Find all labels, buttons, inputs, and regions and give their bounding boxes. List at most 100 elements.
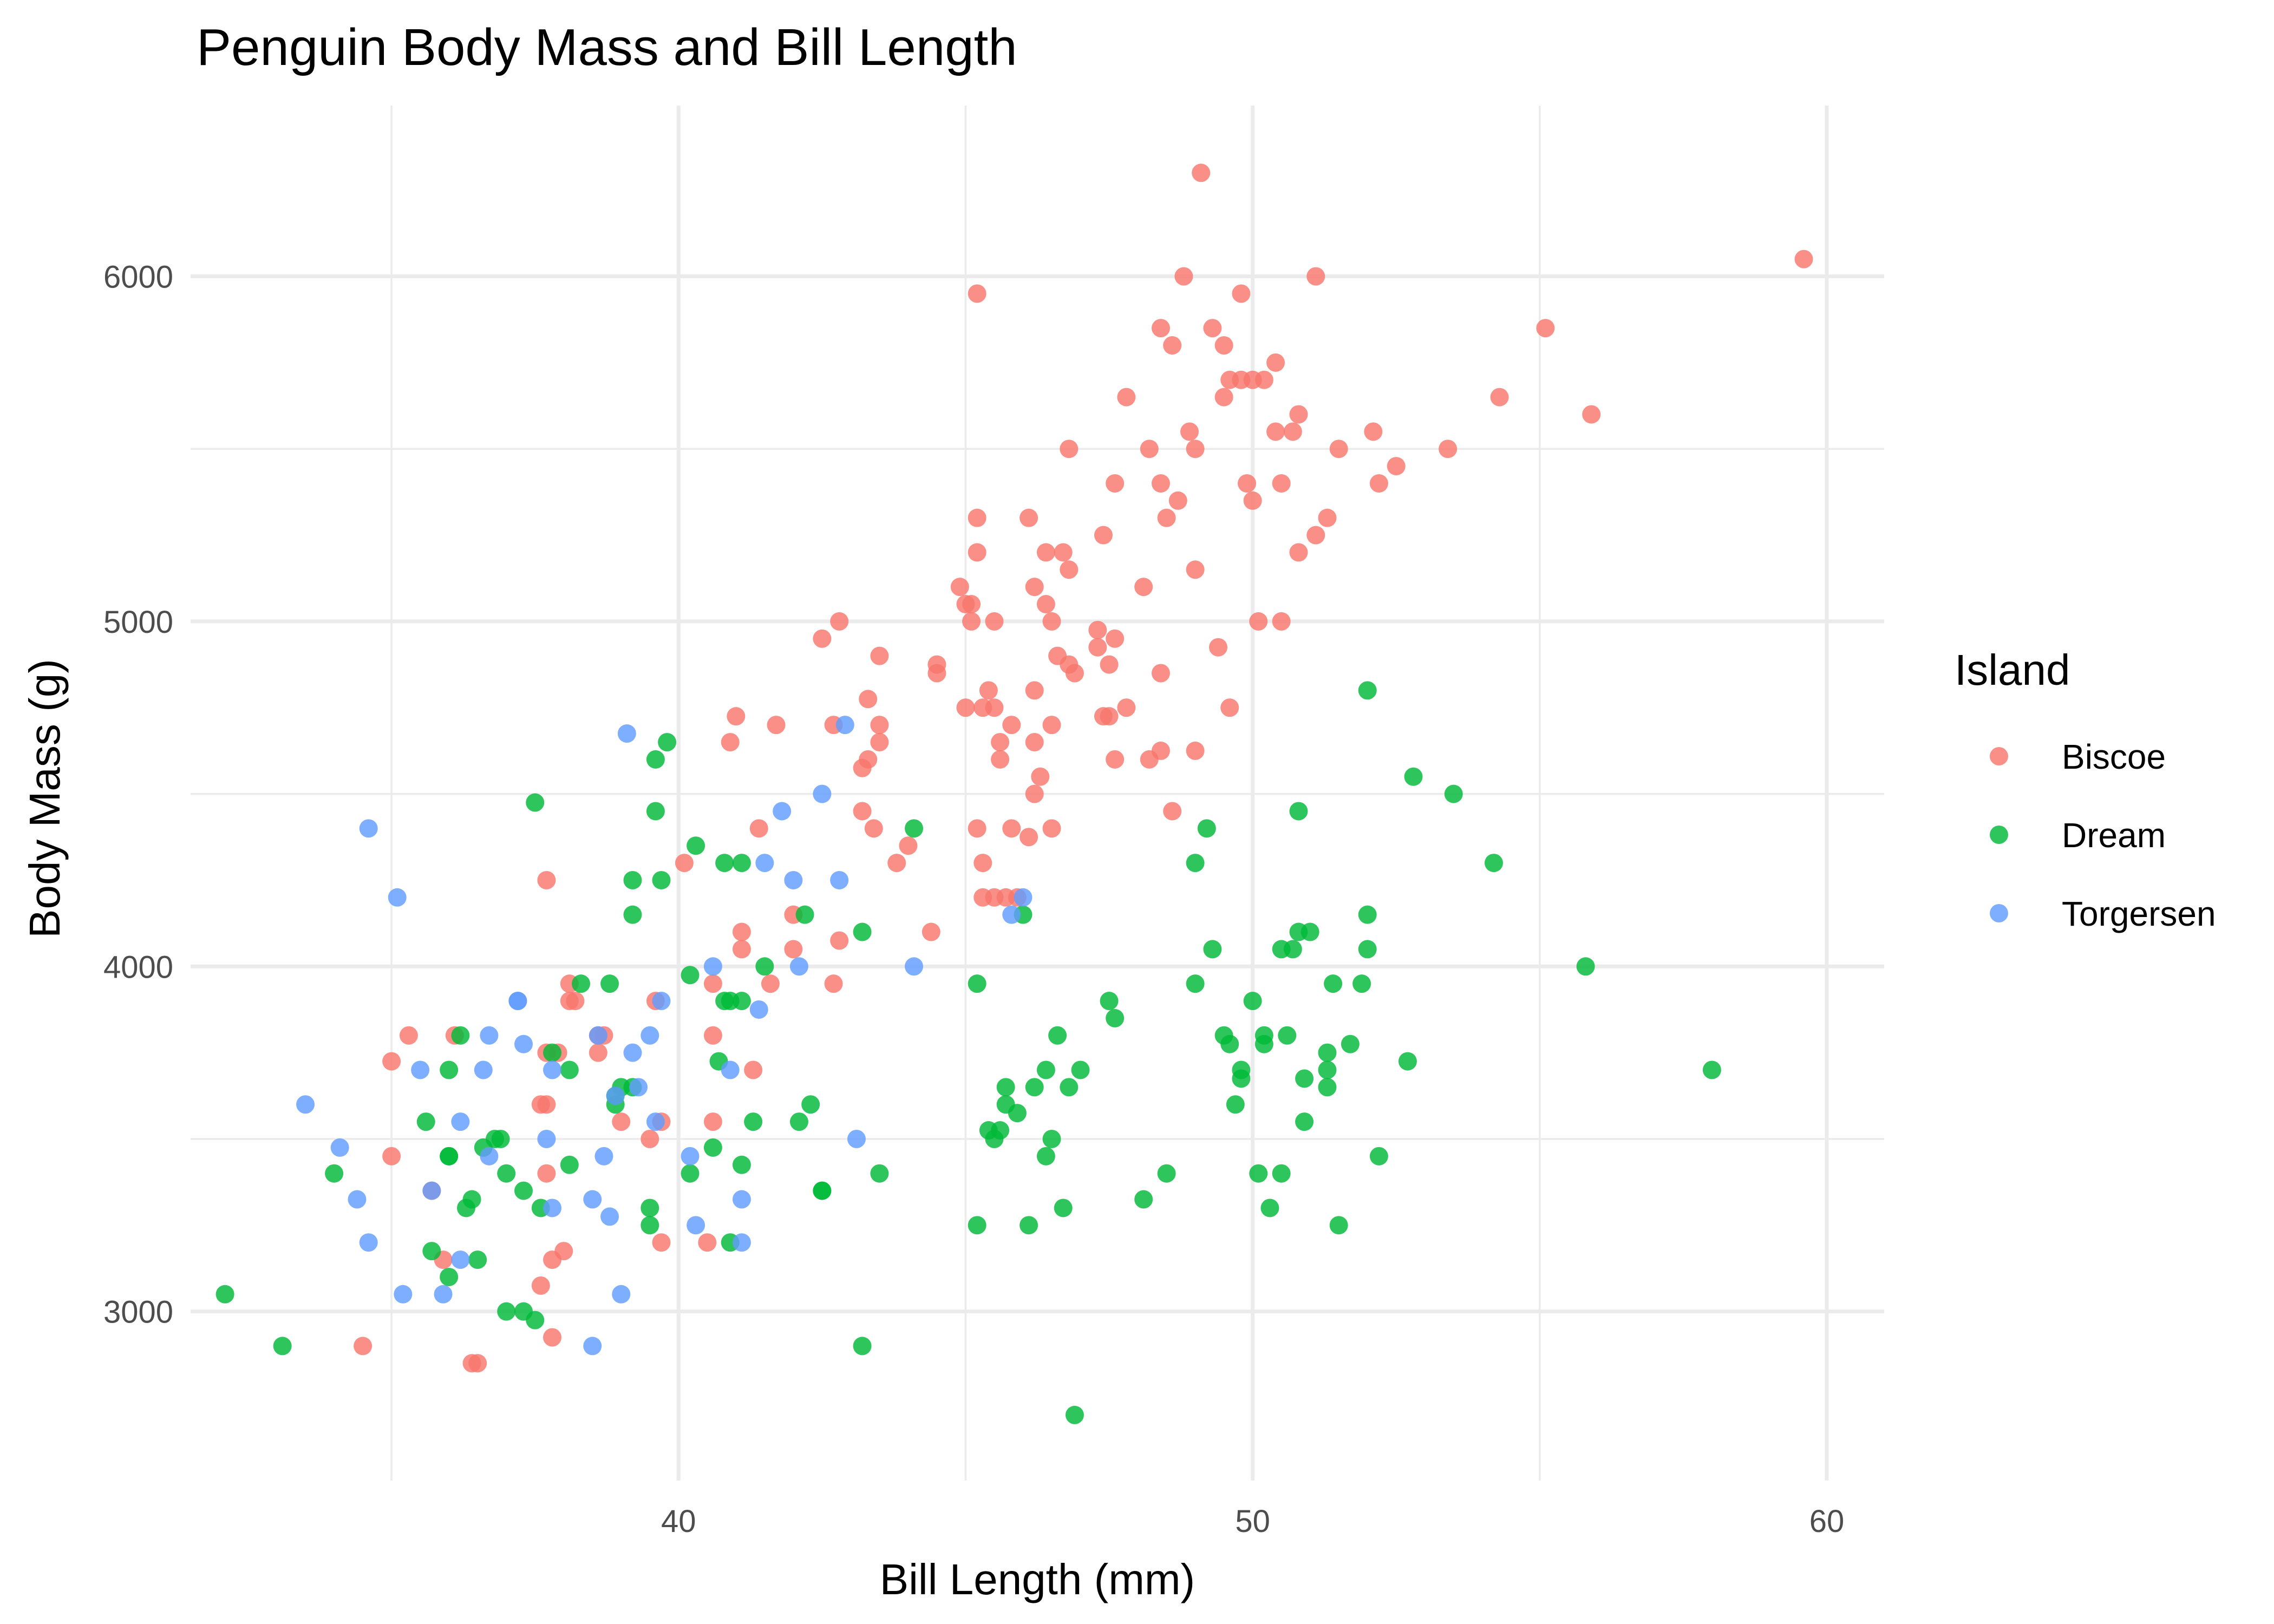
data-point [1163, 336, 1182, 355]
data-point [968, 1216, 986, 1235]
data-point [1266, 353, 1285, 372]
data-point [979, 681, 998, 700]
data-point [968, 974, 986, 993]
data-point [1295, 1112, 1314, 1131]
data-point [905, 819, 924, 838]
legend-key-torgersen [1990, 904, 2008, 922]
data-point [744, 1112, 763, 1131]
data-point [600, 1207, 619, 1226]
data-point [1060, 655, 1079, 674]
data-point [1186, 854, 1205, 873]
data-point [646, 1112, 665, 1131]
data-point [761, 974, 780, 993]
data-point [1025, 784, 1044, 803]
data-point [1094, 526, 1113, 545]
data-point [526, 793, 545, 812]
data-point [1060, 440, 1079, 459]
data-point [594, 1147, 613, 1165]
data-point [330, 1138, 349, 1157]
data-point [1042, 1129, 1061, 1148]
data-point [497, 1164, 516, 1183]
data-point [1490, 388, 1509, 407]
data-point [732, 992, 751, 1011]
data-point [589, 1026, 607, 1045]
data-point [1794, 250, 1813, 269]
data-point [1048, 1026, 1067, 1045]
data-point [1341, 1034, 1360, 1053]
data-point [1186, 560, 1205, 579]
data-point [1318, 508, 1337, 527]
data-point [1582, 405, 1601, 424]
data-point [612, 1112, 631, 1131]
data-point [962, 612, 981, 631]
data-point [440, 1060, 459, 1079]
data-point [641, 1199, 659, 1217]
x-axis-tick-labels: 40 50 60 [661, 1504, 1844, 1539]
y-tick-label: 5000 [103, 605, 173, 640]
data-point [830, 612, 849, 631]
data-point [721, 732, 740, 751]
y-tick-label: 3000 [103, 1295, 173, 1330]
data-point [813, 629, 832, 648]
data-point [1151, 319, 1170, 338]
data-point [795, 905, 814, 924]
data-point [968, 543, 986, 562]
data-point [1576, 957, 1595, 976]
data-point [491, 1129, 510, 1148]
data-point [1002, 905, 1021, 924]
data-point [991, 1121, 1010, 1140]
legend-key-biscoe [1990, 747, 2008, 765]
chart-title: Penguin Body Mass and Bill Length [197, 18, 1017, 76]
data-point [560, 1060, 579, 1079]
data-point [813, 1181, 832, 1200]
data-point [732, 1155, 751, 1174]
data-point [767, 716, 786, 735]
data-point [1036, 1060, 1055, 1079]
legend-label-biscoe: Biscoe [2062, 737, 2166, 776]
data-point [641, 1026, 659, 1045]
data-point [1168, 491, 1187, 510]
data-point [325, 1164, 344, 1183]
data-point [687, 836, 705, 855]
y-axis-title: Body Mass (g) [21, 659, 69, 938]
data-point [681, 1164, 700, 1183]
data-point [991, 750, 1010, 769]
data-point [1266, 422, 1285, 441]
data-point [1100, 992, 1119, 1011]
data-point [1369, 474, 1388, 493]
data-point [1358, 940, 1377, 959]
data-point [1042, 819, 1061, 838]
data-point [451, 1250, 470, 1269]
data-point [646, 802, 665, 821]
data-point [658, 732, 677, 751]
data-point [1106, 1009, 1125, 1027]
data-point [543, 1199, 562, 1217]
x-tick-label: 40 [661, 1504, 696, 1539]
data-point [394, 1285, 413, 1304]
data-point [985, 612, 1004, 631]
data-point [1352, 974, 1371, 993]
data-point [1289, 405, 1308, 424]
data-point [359, 819, 378, 838]
data-point [1306, 267, 1325, 286]
data-point [824, 974, 843, 993]
data-point [870, 716, 889, 735]
data-point [1020, 508, 1038, 527]
legend: Island Biscoe Dream Torgersen [1955, 646, 2216, 933]
data-point [1232, 284, 1251, 303]
data-point [859, 690, 878, 709]
data-point [962, 595, 981, 614]
data-point [1404, 767, 1423, 786]
data-point [1065, 1405, 1084, 1424]
data-point [434, 1285, 453, 1304]
data-point [681, 1147, 700, 1165]
data-point [727, 707, 746, 726]
data-point [652, 1233, 671, 1252]
x-axis-title: Bill Length (mm) [880, 1555, 1195, 1603]
data-point [1260, 1199, 1279, 1217]
data-point [1398, 1052, 1417, 1071]
data-point [348, 1190, 367, 1209]
data-point [687, 1216, 705, 1235]
data-point [1318, 1043, 1337, 1062]
